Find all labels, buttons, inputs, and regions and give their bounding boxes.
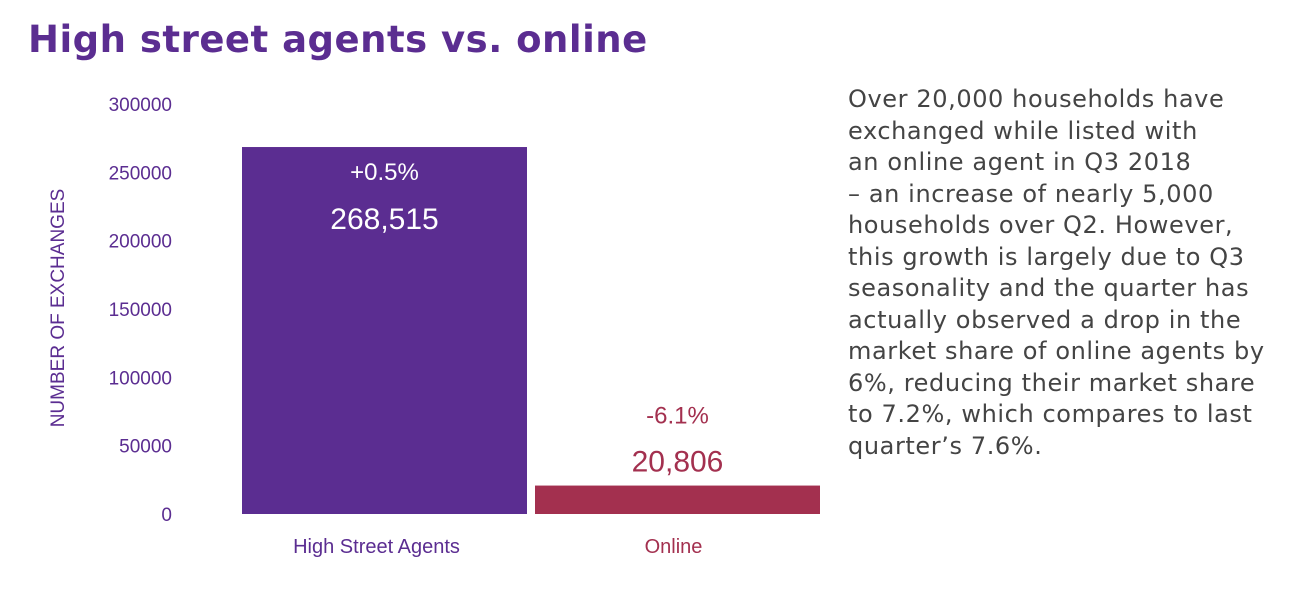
- bar-chart: 0 50000 100000 150000 200000 250000 300000 NUM…: [48, 95, 820, 558]
- y-tick-label: 250000: [109, 163, 172, 184]
- y-tick-label: 0: [161, 505, 172, 526]
- y-axis-ticks: 0 50000 100000 150000 200000 250000 300000: [109, 95, 172, 526]
- y-tick-label: 200000: [109, 232, 172, 253]
- y-tick-label: 300000: [109, 95, 172, 116]
- y-tick-label: 100000: [109, 368, 172, 389]
- description-text: Over 20,000 households have exchanged wh…: [848, 85, 1265, 460]
- y-tick-label: 50000: [119, 437, 172, 458]
- x-tick-label: High Street Agents: [293, 536, 460, 558]
- change-label: -6.1%: [646, 403, 709, 430]
- data-label: 20,806: [632, 446, 724, 479]
- chart-title: High street agents vs. online: [28, 18, 648, 61]
- bar: [535, 485, 820, 514]
- y-axis-label: NUMBER OF EXCHANGES: [48, 189, 69, 428]
- bars: +0.5% 268,515 High Street Agents -6.1% 20,80…: [242, 147, 820, 558]
- data-label: 268,515: [330, 203, 438, 236]
- change-label: +0.5%: [350, 159, 419, 186]
- y-tick-label: 150000: [109, 300, 172, 321]
- x-tick-label: Online: [645, 536, 703, 558]
- bar: [242, 147, 527, 515]
